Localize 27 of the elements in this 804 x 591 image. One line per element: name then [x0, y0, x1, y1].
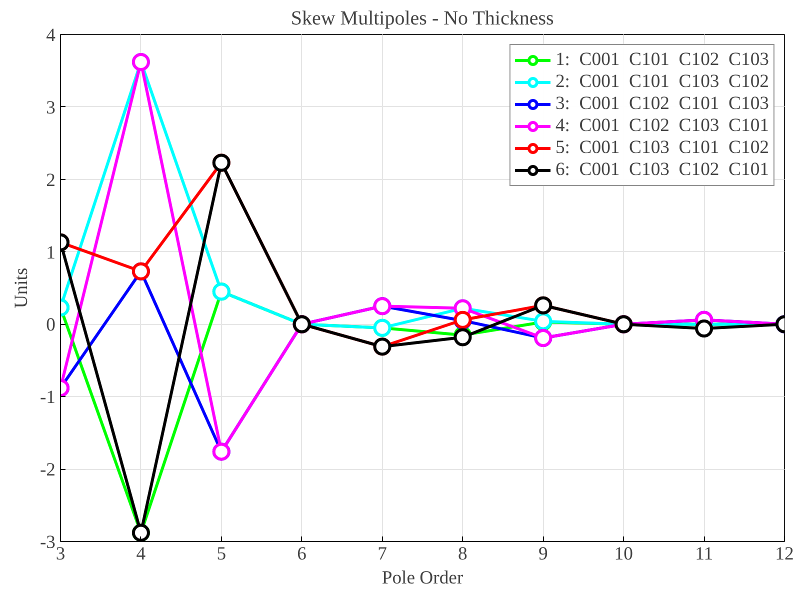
x-tick-label: 7: [378, 544, 387, 564]
x-axis-title: Pole Order: [382, 568, 464, 588]
x-tick-label: 6: [297, 544, 306, 564]
legend-label: 6: C001 C103 C102 C101: [555, 159, 769, 181]
x-tick-label: 9: [538, 544, 548, 564]
x-tick-label: 8: [458, 544, 468, 564]
legend-label: 5: C001 C103 C101 C102: [555, 137, 769, 159]
y-tick-label: -3: [40, 532, 56, 553]
x-tick-label: 4: [136, 544, 146, 564]
legend-label: 3: C001 C102 C101 C103: [555, 93, 769, 115]
x-tick-label: 12: [775, 544, 794, 564]
y-tick-label: 2: [46, 170, 56, 191]
y-tick-label: 4: [46, 25, 56, 46]
y-tick-label: -2: [40, 460, 56, 481]
y-axis-title: Units: [10, 268, 32, 308]
y-tick-label: 1: [46, 242, 56, 264]
x-tick-label: 10: [614, 544, 633, 564]
legend-label: 1: C001 C101 C102 C103: [555, 49, 769, 71]
y-tick-label: -1: [40, 387, 56, 408]
x-tick-label: 5: [216, 544, 226, 564]
point: [695, 320, 714, 338]
legend-label: 4: C001 C102 C103 C101: [555, 115, 769, 137]
x-tick-label: 11: [695, 544, 714, 564]
y-tick-label: 3: [46, 97, 56, 118]
legend-label: 2: C001 C101 C103 C102: [555, 71, 769, 93]
y-tick-label: 0: [46, 314, 56, 336]
chart-title: Skew Multipoles - No Thickness: [290, 8, 554, 30]
